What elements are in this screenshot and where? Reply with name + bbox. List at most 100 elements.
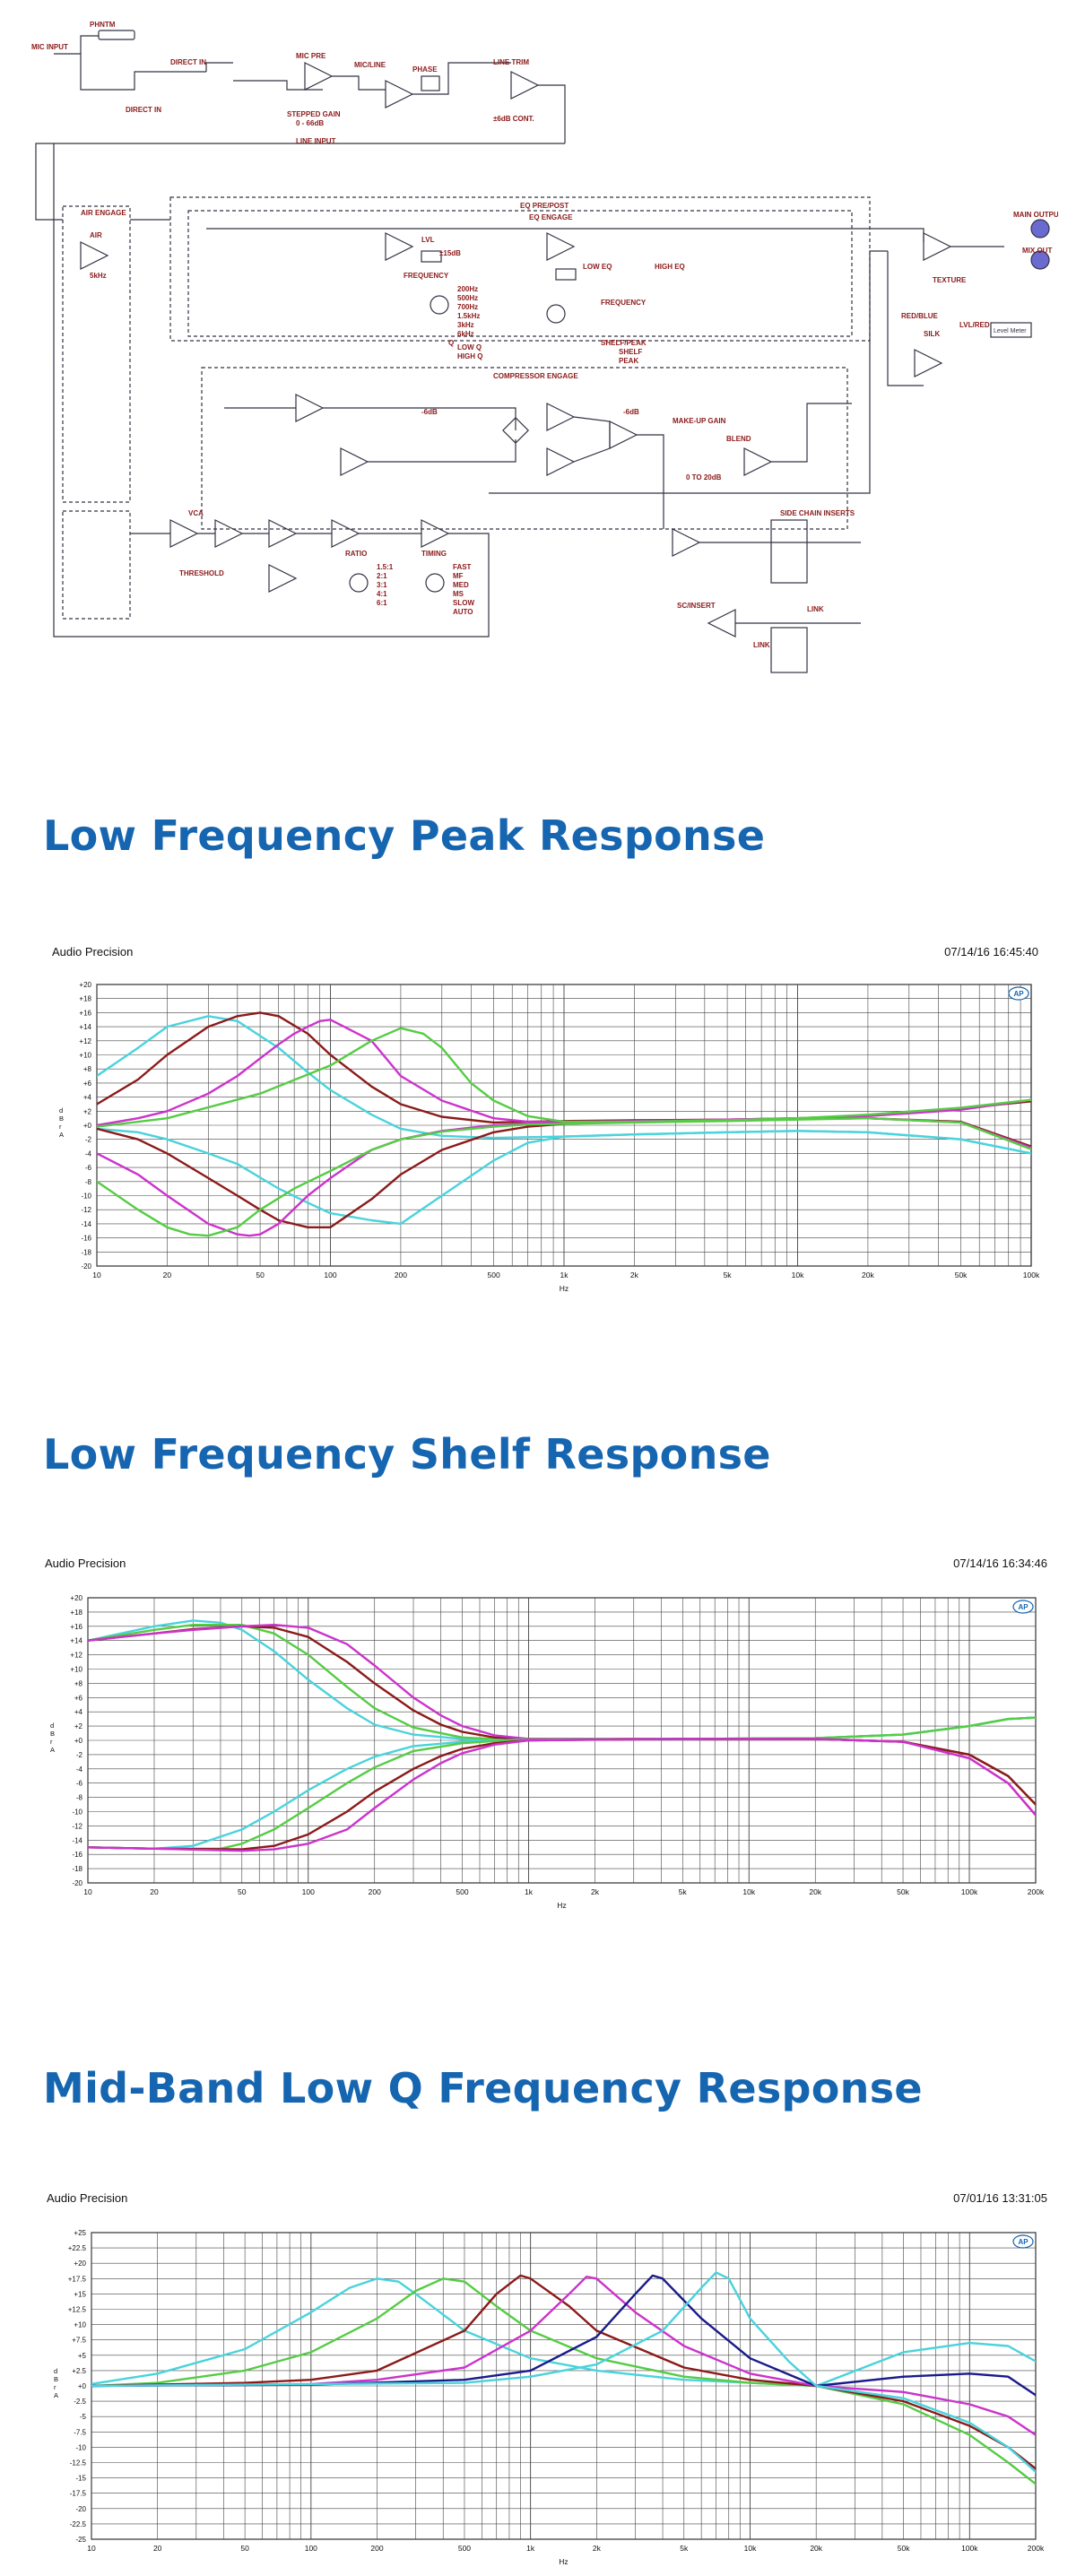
y-tick-label: -10 xyxy=(75,2443,86,2451)
x-tick-label: 50 xyxy=(256,1271,265,1279)
svg-text:HIGH EQ: HIGH EQ xyxy=(655,263,685,271)
y-tick-label: +0 xyxy=(78,2382,87,2390)
svg-text:RATIO: RATIO xyxy=(345,550,367,558)
y-tick-label: +12.5 xyxy=(68,2306,87,2314)
svg-text:AP: AP xyxy=(1013,990,1024,998)
svg-text:LOW Q: LOW Q xyxy=(457,343,482,351)
series-line-6 xyxy=(91,2271,1036,2473)
svg-text:SLOW: SLOW xyxy=(453,599,474,607)
x-tick-label: 10 xyxy=(92,1271,101,1279)
svg-text:AP: AP xyxy=(1018,1603,1029,1611)
chart-heading-low-freq-shelf: Low Frequency Shelf Response xyxy=(43,1430,771,1479)
signal-flow-schematic: MIC INPUT PHNTM DIRECT IN DIRECT IN MIC … xyxy=(31,21,1058,673)
x-tick-label: 500 xyxy=(456,1887,468,1896)
chart-heading-mid-band-low-q: Mid-Band Low Q Frequency Response xyxy=(43,2064,923,2112)
svg-text:SC/INSERT: SC/INSERT xyxy=(677,602,716,610)
svg-text:3:1: 3:1 xyxy=(377,581,387,589)
svg-text:TIMING: TIMING xyxy=(421,550,447,558)
svg-text:SHELF: SHELF xyxy=(619,348,642,356)
svg-text:3kHz: 3kHz xyxy=(457,321,474,329)
y-tick-label: +16 xyxy=(70,1623,82,1631)
y-tick-label: -2.5 xyxy=(74,2398,86,2406)
svg-text:PEAK: PEAK xyxy=(619,357,638,365)
svg-text:AP: AP xyxy=(1018,2238,1029,2246)
x-tick-label: 100 xyxy=(324,1271,336,1279)
y-tick-label: -8 xyxy=(85,1178,92,1186)
y-tick-label: +10 xyxy=(79,1052,91,1060)
y-tick-label: -20 xyxy=(75,2505,86,2513)
series-line-4 xyxy=(91,2275,1036,2436)
y-tick-label: +22.5 xyxy=(68,2244,87,2252)
svg-text:±6dB CONT.: ±6dB CONT. xyxy=(493,115,534,123)
x-tick-label: 100k xyxy=(961,1887,978,1896)
y-tick-label: -18 xyxy=(72,1865,82,1873)
y-tick-label: -12 xyxy=(72,1822,82,1830)
svg-text:EQ PRE/POST: EQ PRE/POST xyxy=(520,202,569,210)
x-tick-label: 20k xyxy=(809,1887,821,1896)
x-tick-label: 50k xyxy=(897,1887,909,1896)
svg-text:LVL/RED: LVL/RED xyxy=(959,321,990,329)
x-tick-label: 100k xyxy=(1023,1271,1040,1279)
y-tick-label: +20 xyxy=(70,1594,82,1602)
y-tick-label: +14 xyxy=(70,1637,82,1645)
svg-text:SIDE CHAIN INSERTS: SIDE CHAIN INSERTS xyxy=(780,509,855,517)
svg-text:LINE TRIM: LINE TRIM xyxy=(493,58,529,66)
svg-text:500Hz: 500Hz xyxy=(457,294,478,302)
x-axis-label: Hz xyxy=(559,2557,568,2566)
svg-text:FREQUENCY: FREQUENCY xyxy=(601,299,647,307)
x-tick-label: 1k xyxy=(525,1887,534,1896)
svg-text:MIC INPUT: MIC INPUT xyxy=(31,43,68,51)
svg-text:AIR: AIR xyxy=(90,231,102,239)
y-tick-label: +14 xyxy=(79,1023,91,1031)
svg-text:LVL: LVL xyxy=(421,236,435,244)
chart-panel-low-freq-shelf: Audio Precision 07/14/16 16:34:46 -20 -18… xyxy=(0,1553,1085,1925)
y-tick-label: +4 xyxy=(83,1094,92,1102)
ap-brand-label: Audio Precision xyxy=(47,2191,128,2205)
series-line-2 xyxy=(91,2277,1036,2485)
y-tick-label: -4 xyxy=(76,1765,83,1774)
svg-text:STEPPED GAIN: STEPPED GAIN xyxy=(287,110,341,118)
mid-band-low-q-chart: -25 -22.5 -20 -17.5 -15 -12.5 -10 -7.5 -5 -2.5 +0 +… xyxy=(54,2229,1045,2566)
x-tick-label: 20 xyxy=(163,1271,172,1279)
y-tick-label: +6 xyxy=(83,1080,92,1088)
chart-panel-low-freq-peak: Audio Precision 07/14/16 16:45:40 -20 -18… xyxy=(0,941,1085,1309)
svg-text:AIR ENGAGE: AIR ENGAGE xyxy=(81,209,126,217)
x-tick-label: 10 xyxy=(83,1887,92,1896)
svg-text:BLEND: BLEND xyxy=(726,435,751,443)
svg-text:6:1: 6:1 xyxy=(377,599,387,607)
svg-text:COMPRESSOR ENGAGE: COMPRESSOR ENGAGE xyxy=(493,372,578,380)
x-tick-label: 200k xyxy=(1028,2544,1045,2553)
y-tick-label: +15 xyxy=(74,2290,86,2298)
y-tick-label: -20 xyxy=(72,1879,82,1887)
svg-text:5kHz: 5kHz xyxy=(90,272,107,280)
y-tick-label: +6 xyxy=(74,1694,83,1702)
svg-text:TEXTURE: TEXTURE xyxy=(933,276,967,284)
svg-text:700Hz: 700Hz xyxy=(457,303,478,311)
y-tick-label: -20 xyxy=(81,1262,91,1271)
svg-text:SHELF/PEAK: SHELF/PEAK xyxy=(601,339,647,347)
x-tick-label: 50k xyxy=(898,2544,910,2553)
svg-text:1.5kHz: 1.5kHz xyxy=(457,312,480,320)
y-tick-label: +4 xyxy=(74,1708,83,1716)
gridlines xyxy=(87,1597,1037,1884)
x-tick-label: 10 xyxy=(87,2544,96,2553)
svg-text:MAIN OUTPUT: MAIN OUTPUT xyxy=(1013,211,1058,219)
x-tick-label: 10k xyxy=(742,1887,755,1896)
svg-text:MIC PRE: MIC PRE xyxy=(296,52,326,60)
ap-timestamp: 07/14/16 16:45:40 xyxy=(944,945,1038,958)
x-tick-label: 100 xyxy=(305,2544,317,2553)
svg-text:SILK: SILK xyxy=(924,330,940,338)
chart-panel-mid-band-low-q: Audio Precision 07/01/16 13:31:05 -25 -22… xyxy=(0,2188,1085,2573)
y-tick-label: +10 xyxy=(70,1666,82,1674)
y-tick-label: +18 xyxy=(79,995,91,1003)
y-tick-label: -16 xyxy=(72,1851,82,1859)
svg-text:PHNTM: PHNTM xyxy=(90,21,116,29)
ap-timestamp: 07/14/16 16:34:46 xyxy=(953,1557,1047,1570)
x-tick-label: 500 xyxy=(458,2544,471,2553)
y-tick-label: +20 xyxy=(79,981,91,989)
y-tick-label: -10 xyxy=(72,1808,82,1817)
series-line-7 xyxy=(97,1027,1031,1128)
svg-text:MAKE-UP GAIN: MAKE-UP GAIN xyxy=(673,417,726,425)
y-tick-label: -16 xyxy=(81,1235,91,1243)
y-tick-label: +10 xyxy=(74,2321,86,2329)
